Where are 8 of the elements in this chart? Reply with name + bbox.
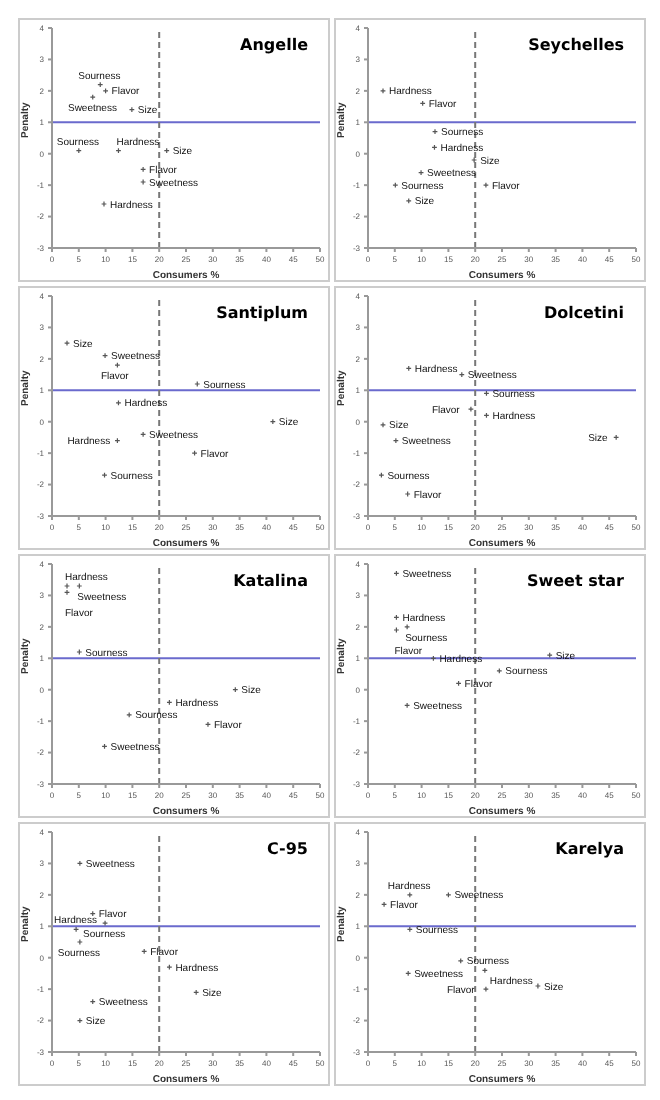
text: Dolcetini xyxy=(543,304,624,322)
text: Seychelles xyxy=(528,36,624,54)
text: Angelle xyxy=(240,36,308,54)
text: C-95 xyxy=(266,840,308,858)
text: Katalina xyxy=(233,572,308,590)
text: Karelya xyxy=(555,840,624,858)
text: Sweet star xyxy=(526,572,624,590)
text: Santiplum xyxy=(216,304,308,322)
